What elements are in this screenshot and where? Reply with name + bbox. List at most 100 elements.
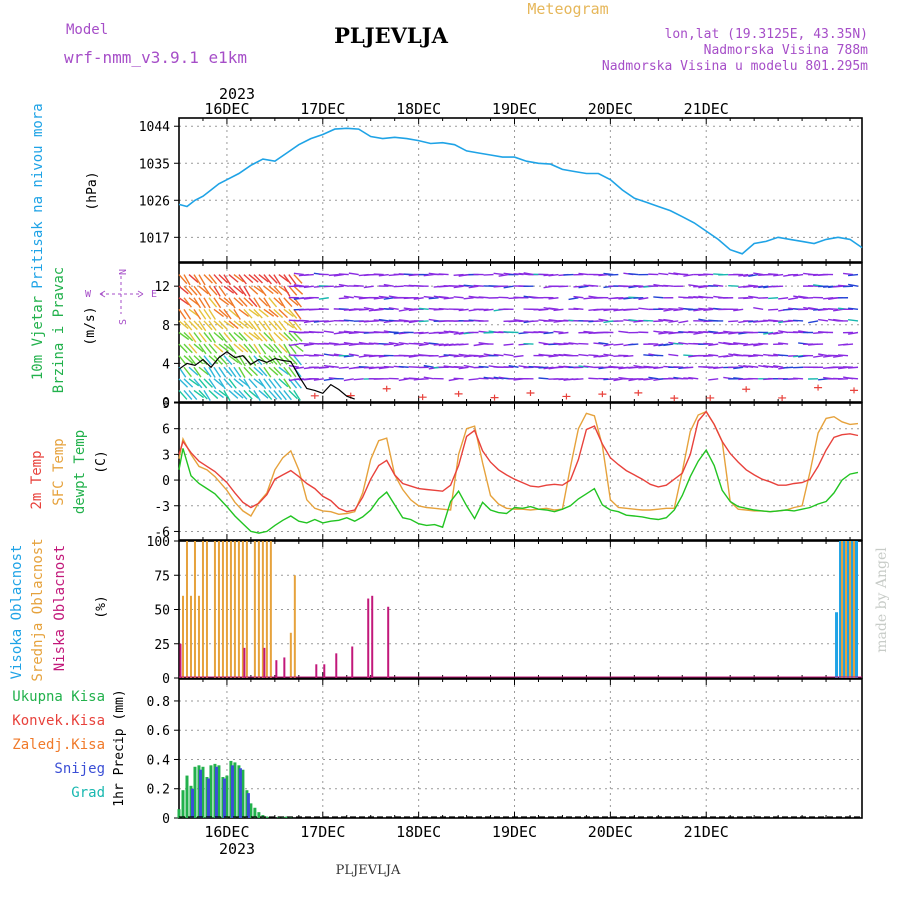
wind-barb bbox=[278, 389, 287, 401]
wind-barb bbox=[668, 353, 679, 357]
low-cloud-bar bbox=[367, 598, 370, 678]
wind-barb bbox=[213, 343, 224, 353]
wind-barb bbox=[578, 342, 589, 345]
wind-barb bbox=[468, 285, 479, 289]
wind-barb bbox=[383, 343, 394, 346]
wind-barb bbox=[778, 330, 789, 334]
mid-cloud-bar bbox=[261, 541, 264, 678]
wind-barb bbox=[288, 285, 298, 296]
pressure-ytick-label: 1035 bbox=[139, 157, 170, 172]
total-precip-bar bbox=[249, 803, 253, 818]
mid-cloud-bar bbox=[233, 541, 236, 678]
wind-barb bbox=[458, 353, 469, 357]
wind-barb bbox=[283, 366, 292, 378]
wind-barb bbox=[847, 377, 859, 380]
wind-barb bbox=[188, 355, 197, 366]
high-cloud-bar bbox=[839, 541, 843, 678]
wind-barb bbox=[198, 366, 209, 376]
wind-barb bbox=[253, 308, 263, 319]
wind-barb bbox=[453, 377, 464, 380]
wind-barb bbox=[483, 308, 494, 312]
wind-barb bbox=[178, 297, 190, 306]
wind-barb bbox=[388, 307, 399, 311]
wind-barb bbox=[748, 273, 759, 278]
wind-barb bbox=[648, 376, 659, 380]
wind-barb bbox=[543, 366, 554, 370]
temp-dewpt-line bbox=[178, 448, 859, 534]
wind-barb bbox=[718, 341, 729, 345]
wind-barb bbox=[493, 376, 504, 380]
mid-cloud-bar bbox=[853, 541, 856, 678]
wind-gust-marker bbox=[562, 393, 571, 400]
compass-s: S bbox=[118, 319, 129, 325]
wind-barb bbox=[293, 366, 304, 370]
wind-gust-marker bbox=[490, 394, 499, 401]
wind-barb bbox=[188, 285, 198, 296]
wind-barb bbox=[283, 332, 293, 342]
wind-ytick-label: 0 bbox=[162, 396, 170, 411]
wind-barb bbox=[243, 366, 253, 377]
wind-barb bbox=[273, 366, 283, 377]
pressure-panel: 1044 1035 1026 1017 bbox=[139, 117, 863, 263]
temp-ytick-label: -3 bbox=[154, 500, 170, 515]
wind-barb bbox=[748, 295, 759, 299]
wind-barb bbox=[283, 389, 292, 401]
wind-barb bbox=[423, 364, 434, 368]
wind-barb bbox=[273, 274, 281, 286]
wind-barb bbox=[238, 332, 248, 342]
wind-barb bbox=[738, 273, 749, 277]
wind-barb bbox=[283, 320, 295, 329]
wind-barb bbox=[253, 274, 263, 284]
wind-barb bbox=[448, 354, 459, 357]
wind-gust-marker bbox=[742, 386, 751, 393]
wind-barb bbox=[768, 297, 779, 300]
wind-barb bbox=[193, 332, 202, 343]
wind-barb bbox=[233, 378, 244, 387]
compass-e: E bbox=[151, 289, 157, 300]
wind-barb bbox=[183, 308, 192, 320]
model-label: Model bbox=[66, 22, 108, 38]
total-precip-bar bbox=[201, 766, 205, 818]
snow-bar bbox=[238, 768, 242, 818]
wind-barb bbox=[198, 285, 209, 295]
wind-barb bbox=[833, 285, 844, 288]
wind-barb bbox=[453, 273, 464, 276]
wind-barb bbox=[408, 377, 419, 380]
wind-barb bbox=[318, 297, 329, 300]
wind-barb bbox=[258, 285, 267, 297]
wind-barb bbox=[248, 355, 257, 366]
wind-barb bbox=[598, 341, 609, 345]
wind-barb bbox=[453, 354, 464, 358]
wind-gust-marker bbox=[778, 394, 787, 401]
wind-barb bbox=[738, 342, 749, 345]
wind-barb bbox=[198, 320, 207, 332]
wind-barb bbox=[178, 320, 189, 330]
wind-barb bbox=[188, 378, 200, 387]
wind-barb bbox=[273, 355, 282, 366]
wind-barb bbox=[293, 390, 301, 401]
wind-barb bbox=[328, 354, 339, 357]
wind-barb bbox=[343, 295, 354, 299]
wind-barb bbox=[308, 320, 319, 323]
wind-barb bbox=[603, 353, 614, 357]
cloud-ytick-label: 50 bbox=[154, 604, 170, 619]
wind-barb bbox=[268, 366, 279, 376]
wind-barb bbox=[847, 366, 859, 369]
mid-cloud-bar bbox=[217, 541, 220, 678]
wind-barb bbox=[603, 343, 614, 347]
wind-barb bbox=[338, 297, 349, 300]
pressure-line bbox=[178, 127, 863, 255]
wind-barb bbox=[278, 378, 289, 388]
wind-barb bbox=[693, 285, 704, 288]
wind-barb bbox=[448, 284, 459, 287]
high-cloud-bar bbox=[843, 541, 847, 678]
wind-barb bbox=[348, 331, 359, 335]
wind-ytick-label: 4 bbox=[162, 357, 170, 372]
wind-barb bbox=[638, 366, 649, 369]
cloud-ylabel-3: Niska Oblacnost bbox=[52, 545, 68, 671]
wind-barb bbox=[263, 320, 272, 332]
wind-barb bbox=[498, 273, 509, 277]
wind-barb bbox=[693, 331, 704, 335]
wind-barb bbox=[203, 343, 212, 354]
wind-barb bbox=[223, 343, 234, 352]
